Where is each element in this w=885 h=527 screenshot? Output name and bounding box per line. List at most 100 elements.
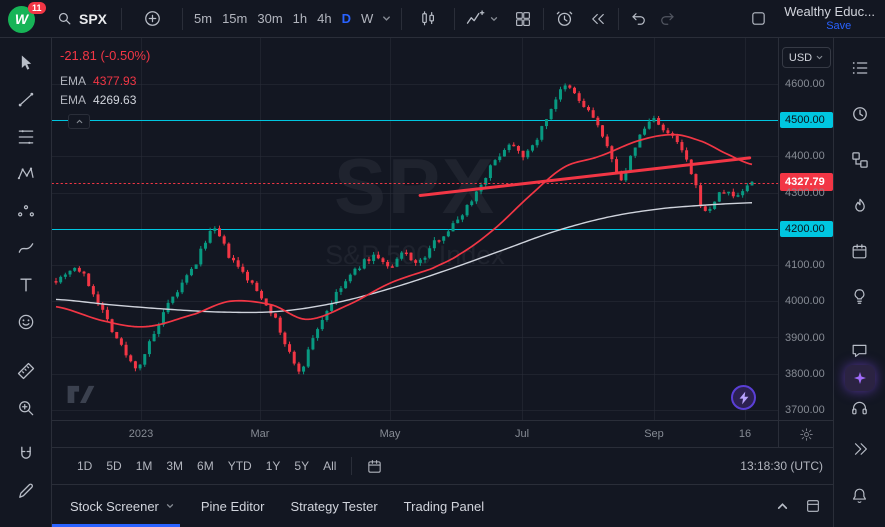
date-range-bar: 1D 5D 1M 3M 6M YTD 1Y 5Y All 13:18:30 (U… <box>52 447 833 484</box>
ema-slow-value: 4269.63 <box>93 92 137 107</box>
timeframe-1d[interactable]: D <box>337 5 356 33</box>
calendar-icon <box>850 242 869 261</box>
emoji-smile-icon <box>16 312 36 332</box>
price-change-label: -21.81 (-0.50%) <box>60 48 151 63</box>
tab-strategy-tester[interactable]: Strategy Tester <box>290 485 377 527</box>
range-1d[interactable]: 1D <box>70 454 99 478</box>
range-6m[interactable]: 6M <box>190 454 221 478</box>
range-5y[interactable]: 5Y <box>287 454 316 478</box>
price-scale[interactable]: USD 4600.00 4500.00 4400.00 4327.79 4300… <box>778 38 833 420</box>
brush-tool-button[interactable] <box>12 237 40 259</box>
toolbar-separator <box>121 7 123 30</box>
measure-tool-button[interactable] <box>12 360 40 382</box>
time-tick-label: 2023 <box>128 428 154 440</box>
compare-add-button[interactable] <box>138 5 166 33</box>
timeframe-30m[interactable]: 30m <box>252 5 287 33</box>
text-tool-button[interactable] <box>12 274 40 296</box>
notifications-button[interactable] <box>846 483 874 507</box>
alerts-button[interactable] <box>846 102 874 126</box>
layout-templates-button[interactable] <box>509 5 537 33</box>
lightning-boost-button[interactable] <box>731 385 756 410</box>
currency-label: USD <box>788 51 813 64</box>
watchlist-icon <box>850 58 870 78</box>
go-to-date-button[interactable] <box>360 452 388 480</box>
indicator-label: EMA <box>60 73 87 88</box>
app-logo[interactable]: W 11 <box>8 1 48 35</box>
redo-button[interactable] <box>653 5 681 33</box>
clock-utc[interactable]: 13:18:30 (UTC) <box>740 459 823 473</box>
pattern-tool-button[interactable] <box>12 163 40 185</box>
chat-button[interactable] <box>846 338 874 362</box>
timeframe-5m[interactable]: 5m <box>189 5 217 33</box>
active-tab-indicator <box>52 524 180 527</box>
emoji-tool-button[interactable] <box>12 311 40 333</box>
currency-selector[interactable]: USD <box>782 47 831 68</box>
cursor-tool-button[interactable] <box>12 52 40 74</box>
indicators-button[interactable] <box>461 5 503 33</box>
zoom-tool-button[interactable] <box>12 397 40 419</box>
magnet-mode-button[interactable] <box>12 443 40 465</box>
magnet-icon <box>16 444 36 464</box>
chart-style-button[interactable] <box>414 5 442 33</box>
price-tick-label: 4400.00 <box>785 150 825 162</box>
indicator-row-ema-fast[interactable]: EMA 4377.93 <box>60 71 150 90</box>
flame-icon <box>850 196 870 216</box>
candlestick-canvas[interactable] <box>52 38 778 420</box>
chart-area[interactable]: SPX S&P 500 Index -21.81 (-0.50%) EMA 43… <box>52 38 778 420</box>
range-all[interactable]: All <box>316 454 343 478</box>
legend-collapse-button[interactable] <box>68 114 90 129</box>
time-axis[interactable]: 2023 Mar May Jul Sep 16 <box>52 420 778 447</box>
calendar-button[interactable] <box>846 239 874 263</box>
panel-expand-button[interactable] <box>776 500 789 513</box>
fib-retracement-tool-button[interactable] <box>12 126 40 148</box>
streams-button[interactable] <box>846 437 874 461</box>
tab-label: Trading Panel <box>403 498 485 514</box>
range-ytd[interactable]: YTD <box>221 454 259 478</box>
tab-label: Pine Editor <box>200 498 265 514</box>
level-price-label: 4500.00 <box>780 112 833 128</box>
fib-lines-icon <box>16 127 36 147</box>
ideas-button[interactable] <box>846 284 874 308</box>
timeframe-15m[interactable]: 15m <box>217 5 252 33</box>
undo-button[interactable] <box>625 5 653 33</box>
range-3m[interactable]: 3M <box>159 454 190 478</box>
timeframe-4h[interactable]: 4h <box>312 5 336 33</box>
trendline-tool-button[interactable] <box>12 89 40 111</box>
trend-line-icon <box>16 90 36 110</box>
bar-replay-button[interactable] <box>584 5 612 33</box>
account-menu[interactable]: Wealthy Educ... Save <box>784 4 875 33</box>
timeframe-1h[interactable]: 1h <box>288 5 312 33</box>
timeframe-menu-button[interactable] <box>378 5 395 33</box>
range-5d[interactable]: 5D <box>99 454 128 478</box>
drawing-mode-button[interactable] <box>12 480 40 502</box>
last-price-label: 4327.79 <box>780 173 833 191</box>
timeframe-1w[interactable]: W <box>356 5 378 33</box>
plus-circle-icon <box>143 9 162 28</box>
grid-layout-icon <box>514 10 532 28</box>
tab-pine-editor[interactable]: Pine Editor <box>201 485 265 527</box>
range-1m[interactable]: 1M <box>129 454 160 478</box>
help-center-button[interactable] <box>846 395 874 419</box>
indicator-row-ema-slow[interactable]: EMA 4269.63 <box>60 90 150 109</box>
tab-trading-panel[interactable]: Trading Panel <box>404 485 484 527</box>
price-tick-label: 3800.00 <box>785 368 825 380</box>
range-separator <box>351 457 353 475</box>
range-1y[interactable]: 1Y <box>259 454 288 478</box>
ai-sparkle-button[interactable] <box>844 365 875 391</box>
hotlists-button[interactable] <box>846 194 874 218</box>
topbar-right-cluster: Wealthy Educ... Save <box>744 4 877 33</box>
symbol-search-button[interactable]: SPX <box>48 5 115 33</box>
object-tree-button[interactable] <box>846 148 874 172</box>
chart-settings-button[interactable] <box>799 427 814 442</box>
alert-button[interactable] <box>550 5 578 33</box>
notification-count-badge: 11 <box>28 1 46 14</box>
save-layout-button[interactable]: Save <box>826 19 852 32</box>
panel-maximize-button[interactable] <box>805 498 821 514</box>
forecast-tool-button[interactable] <box>12 200 40 222</box>
double-chevron-right-icon <box>851 440 869 458</box>
fullscreen-button[interactable] <box>744 5 772 33</box>
chevron-down-icon <box>815 53 824 62</box>
tab-stock-screener[interactable]: Stock Screener <box>70 485 175 527</box>
watchlist-button[interactable] <box>846 56 874 80</box>
